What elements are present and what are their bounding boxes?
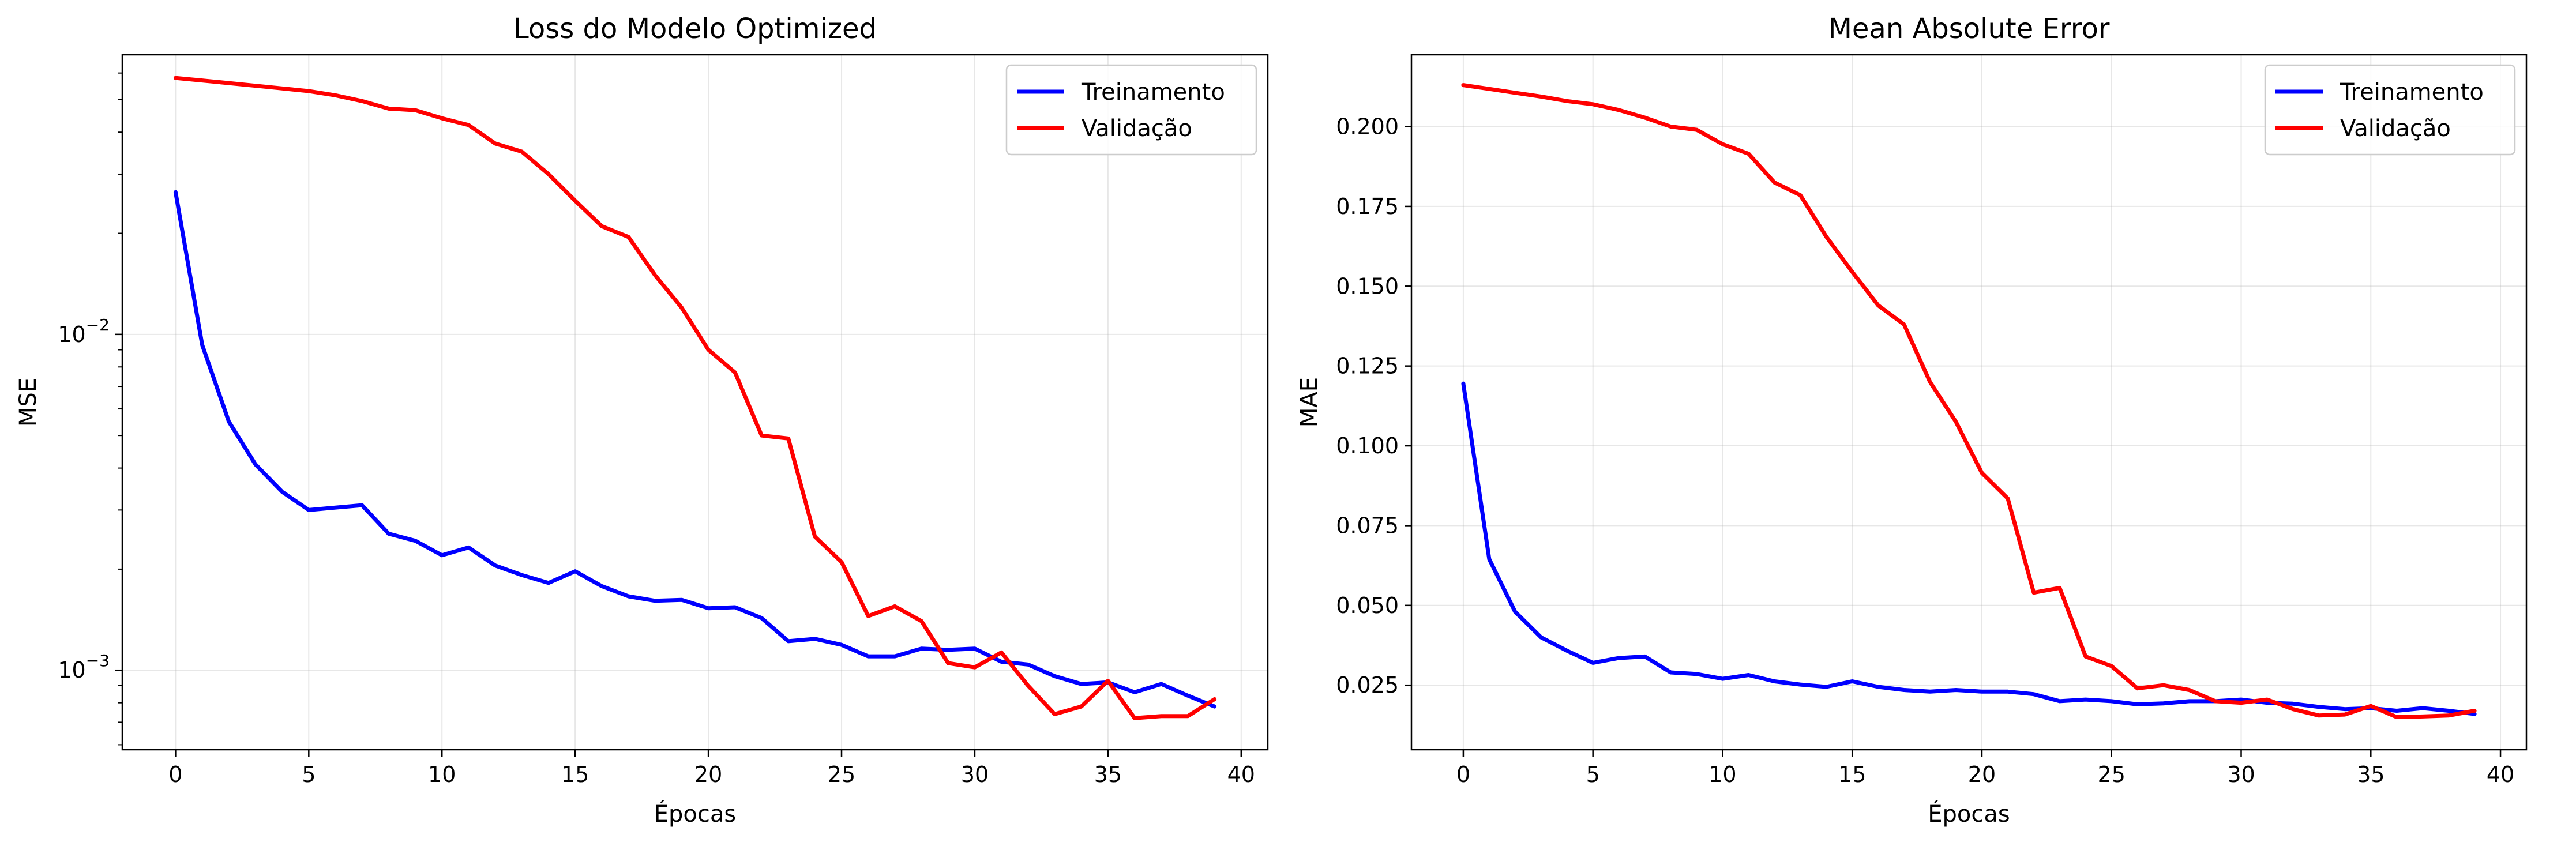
x-tick-label: 10 [428, 762, 456, 787]
x-tick-label: 20 [694, 762, 722, 787]
x-tick-label: 0 [168, 762, 182, 787]
x-tick-label: 0 [1456, 762, 1470, 787]
y-tick-label: 0.125 [1336, 354, 1399, 379]
x-tick-label: 30 [2227, 762, 2255, 787]
y-tick-label: 0.050 [1336, 593, 1399, 618]
legend: Treinamento Validação [2264, 64, 2516, 156]
y-tick-label: 0.075 [1336, 513, 1399, 538]
series-line-treinamento [1461, 381, 2477, 716]
mae-chart: 0 5 10 15 20 25 30 35 40 0.025 0.050 0.075 0.100 0.12… [1296, 13, 2528, 828]
x-tick-label: 40 [2487, 762, 2514, 787]
legend-label: Treinamento [2340, 79, 2484, 106]
y-tick-label: 0.100 [1336, 433, 1399, 458]
legend-label: Validação [1082, 115, 1192, 142]
x-tick-label: 15 [1838, 762, 1866, 787]
x-axis-label: Épocas [1928, 800, 2010, 828]
y-axis-label: MAE [1296, 377, 1323, 427]
x-tick-label: 25 [2098, 762, 2126, 787]
axes-frame [1410, 54, 2528, 751]
y-tick-label: 10−3 [58, 651, 110, 683]
chart-title: Loss do Modelo Optimized [513, 13, 877, 45]
x-tick-label: 35 [1094, 762, 1122, 787]
x-tick-label: 15 [561, 762, 589, 787]
series-line-treinamento [173, 190, 1217, 709]
series-line-validacao [1461, 83, 2477, 719]
series-line-validacao [173, 76, 1217, 720]
y-tick-label: 0.175 [1336, 194, 1399, 219]
legend-label: Validação [2340, 115, 2451, 142]
grid [122, 55, 1268, 750]
legend-box [1005, 64, 1257, 156]
legend-label: Treinamento [1081, 79, 1225, 106]
legend: Treinamento Validação [1005, 64, 1257, 156]
y-tick-label: 0.150 [1336, 273, 1399, 299]
loss-chart: 0 5 10 15 20 25 30 35 40 10−2 10−3 Loss do Modelo O… [15, 13, 1269, 828]
x-tick-label: 5 [1586, 762, 1600, 787]
x-tick-label: 5 [302, 762, 316, 787]
x-axis-label: Épocas [654, 800, 736, 828]
chart-title: Mean Absolute Error [1828, 13, 2109, 45]
axes-frame [121, 54, 1269, 751]
y-tick-label: 0.025 [1336, 672, 1399, 698]
x-tick-label: 30 [961, 762, 989, 787]
y-axis-label: MSE [15, 378, 42, 427]
x-tick-label: 10 [1708, 762, 1736, 787]
x-tick-label: 35 [2357, 762, 2385, 787]
x-tick-label: 20 [1968, 762, 1996, 787]
y-tick-label: 10−2 [58, 315, 110, 347]
legend-box [2264, 64, 2516, 156]
grid [1411, 55, 2526, 750]
y-tick-label: 0.200 [1336, 114, 1399, 140]
x-tick-label: 25 [828, 762, 855, 787]
x-tick-label: 40 [1227, 762, 1255, 787]
